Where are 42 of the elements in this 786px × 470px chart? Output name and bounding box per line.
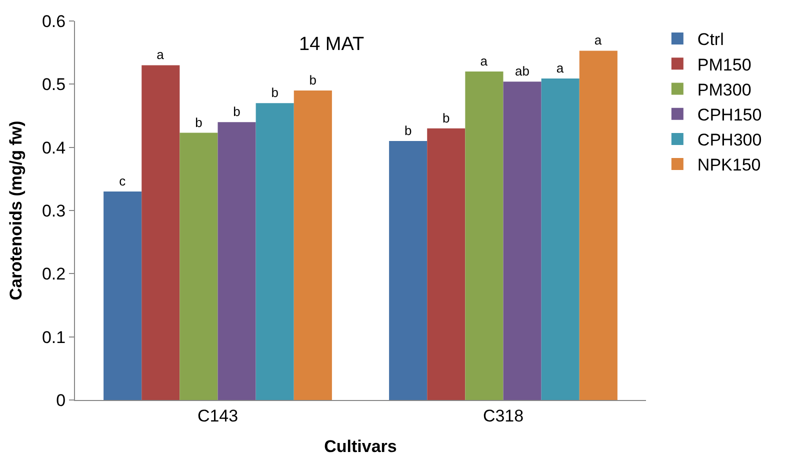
- data-label: a: [480, 54, 488, 69]
- y-axis-title: Carotenoids (mg/g fw): [6, 120, 26, 300]
- data-label: a: [594, 32, 602, 48]
- bar: [579, 50, 618, 400]
- data-label: b: [233, 104, 240, 120]
- data-label: a: [156, 47, 165, 62]
- data-label: b: [309, 72, 317, 88]
- legend-label: Ctrl: [697, 30, 724, 50]
- x-tick-label: C318: [482, 406, 524, 426]
- legend-label: NPK150: [697, 156, 761, 175]
- text: 14 MAT: [299, 34, 364, 55]
- y-tick-label: 0.1: [42, 328, 66, 347]
- y-tick-label: 0.4: [42, 138, 66, 158]
- bar: [256, 103, 294, 400]
- bar: [104, 192, 142, 400]
- y-tick-label: 0.3: [42, 201, 66, 220]
- y-tick-label: 0: [56, 390, 66, 410]
- bar: [427, 128, 466, 400]
- x-tick-label: C143: [197, 406, 238, 426]
- legend-label: CPH300: [697, 130, 762, 150]
- bar: [218, 122, 256, 400]
- data-label: c: [119, 174, 126, 189]
- x-axis-title: Cultivars: [324, 436, 397, 456]
- bar: [294, 90, 332, 400]
- bar: [180, 132, 218, 400]
- data-label: ab: [515, 64, 530, 79]
- data-label: a: [556, 60, 564, 76]
- legend-label: PM300: [697, 80, 752, 100]
- legend-label: PM150: [697, 55, 752, 74]
- data-label: b: [271, 85, 278, 100]
- y-tick-label: 0.5: [42, 75, 66, 94]
- y-tick-label: 0.6: [42, 12, 66, 31]
- bar: [465, 72, 504, 400]
- bar: [503, 82, 542, 400]
- bar: [389, 141, 428, 400]
- bar: [142, 65, 180, 400]
- data-label: b: [442, 110, 450, 126]
- legend-label: CPH150: [697, 105, 762, 124]
- y-tick-label: 0.2: [42, 264, 66, 284]
- data-label: b: [195, 114, 202, 130]
- bar: [541, 78, 580, 400]
- data-label: b: [404, 123, 412, 138]
